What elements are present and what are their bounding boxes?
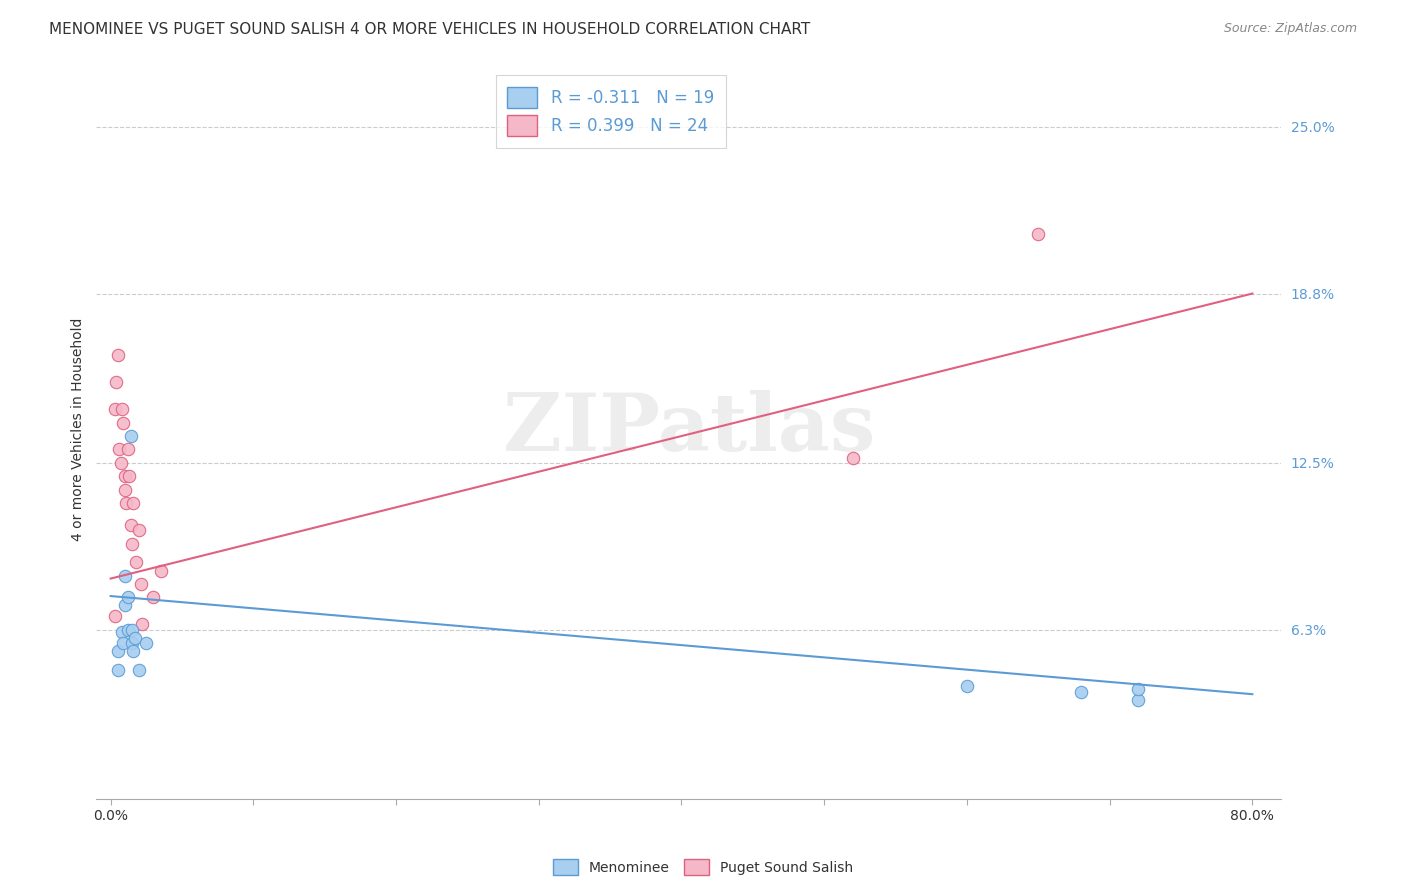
Point [1128,681,1150,696]
Point [115,496,138,510]
Point [1070,684,1092,698]
Point [112,636,135,650]
Point [142,591,165,605]
Point [118,469,141,483]
Y-axis label: 4 or more Vehicles in Household: 4 or more Vehicles in Household [72,318,86,541]
Point [149,564,172,578]
Point [114,469,136,483]
Point [104,609,127,624]
Point [121,636,143,650]
Point [122,644,145,658]
Point [128,663,150,677]
Point [120,429,142,443]
Point [121,623,143,637]
Legend: R = -0.311   N = 19, R = 0.399   N = 24: R = -0.311 N = 19, R = 0.399 N = 24 [495,75,725,148]
Point [129,577,152,591]
Point [104,402,127,417]
Point [117,623,139,637]
Text: ZIPatlas: ZIPatlas [502,391,875,468]
Point [110,456,132,470]
Point [117,591,139,605]
Text: MENOMINEE VS PUGET SOUND SALISH 4 OR MORE VEHICLES IN HOUSEHOLD CORRELATION CHAR: MENOMINEE VS PUGET SOUND SALISH 4 OR MOR… [49,22,810,37]
Point [1128,692,1150,706]
Point [111,625,134,640]
Point [135,636,157,650]
Point [128,523,150,537]
Legend: Menominee, Puget Sound Salish: Menominee, Puget Sound Salish [547,854,859,880]
Point [842,450,865,465]
Point [124,631,146,645]
Point [120,517,142,532]
Point [114,569,136,583]
Point [107,644,129,658]
Point [111,402,134,417]
Point [112,416,135,430]
Point [121,536,143,550]
Point [117,442,139,457]
Point [956,679,979,693]
Point [125,556,148,570]
Point [114,483,136,497]
Point [108,442,131,457]
Point [107,663,129,677]
Text: Source: ZipAtlas.com: Source: ZipAtlas.com [1223,22,1357,36]
Point [105,376,128,390]
Point [1026,227,1049,242]
Point [131,617,153,632]
Point [114,599,136,613]
Point [107,348,129,362]
Point [122,496,145,510]
